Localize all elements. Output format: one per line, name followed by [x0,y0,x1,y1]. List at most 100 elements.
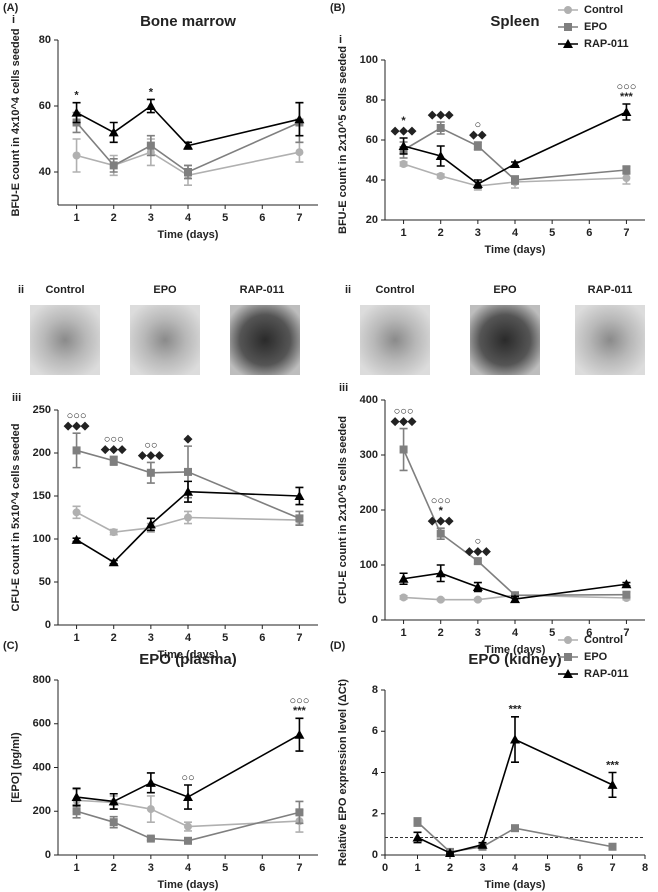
point [436,124,445,132]
point [108,796,119,806]
panel-label: (C) [3,640,19,652]
point [472,179,483,188]
x-tick-label: 4 [185,212,192,224]
point [72,508,81,517]
point [473,142,482,150]
point [608,842,617,851]
micrographs-right: ii Control EPO RAP-011 [345,284,645,375]
point [622,174,631,182]
significance-mark: ◆◆◆ [390,125,417,137]
point [511,824,519,833]
caption: Control [375,284,414,296]
point [184,513,192,522]
point [294,114,305,124]
significance-mark: *** [293,705,307,717]
x-axis-label: Time (days) [485,879,546,891]
panel-sublabel: i [339,34,342,46]
x-tick-label: 3 [475,627,481,639]
x-tick-label: 5 [222,862,228,874]
point [72,151,81,160]
caption: EPO [493,284,517,296]
significance-mark: * [149,86,154,98]
point [413,818,422,826]
x-tick-label: 5 [549,627,555,639]
x-axis-label: Time (days) [485,644,546,656]
chart-title: Spleen [490,13,539,30]
y-tick-label: 6 [372,725,378,737]
y-tick-label: 0 [372,614,378,626]
x-tick-label: 3 [148,862,154,874]
point [72,807,81,816]
x-tick-label: 7 [296,862,302,874]
x-axis-label: Time (days) [485,244,546,256]
y-tick-label: 200 [33,447,51,459]
micrograph [130,305,200,375]
point [436,172,445,180]
point [184,168,192,176]
panel-label: (D) [330,640,346,652]
series-line [403,127,627,181]
point [435,568,446,578]
y-axis-label: BFU-E count in 2x10^5 cells seeded [337,46,349,234]
point [510,159,520,168]
x-tick-label: 2 [111,862,117,874]
point [183,140,193,150]
point [472,582,483,591]
significance-mark: ◆◆◆ [137,449,164,461]
panel-label: (A) [3,2,19,14]
x-tick-label: 2 [438,627,444,639]
point [435,151,446,160]
point [563,669,573,678]
chart-panel: EPO (kidney) (D) Relative EPO expression l… [330,634,648,891]
x-tick-label: 4 [512,627,519,639]
x-tick-label: 2 [111,212,117,224]
micrographs-left: ii Control EPO RAP-011 [18,284,300,375]
x-tick-label: 7 [296,212,302,224]
x-tick-label: 7 [296,632,302,644]
point [564,23,572,31]
point [183,486,193,496]
x-tick-label: 3 [148,632,154,644]
point [399,593,408,602]
significance-mark: *** [606,759,620,771]
point [109,456,118,465]
x-tick-label: 1 [414,862,420,874]
point [72,446,81,455]
point [184,467,192,476]
point [511,176,519,184]
significance-mark: * [74,90,79,102]
y-tick-label: 400 [360,394,378,406]
y-tick-label: 50 [39,576,51,588]
point [564,636,572,644]
x-tick-label: 1 [74,862,80,874]
y-tick-label: 0 [372,849,378,861]
significance-mark: ◆◆◆ [63,420,90,432]
point [399,445,408,454]
x-tick-label: 6 [577,862,583,874]
point [607,779,618,789]
panel-sublabel: iii [339,382,348,394]
x-tick-label: 8 [642,862,648,874]
legend-label: EPO [584,21,608,33]
point [412,832,423,842]
x-tick-label: 4 [185,862,192,874]
significance-mark: ○ [475,119,482,131]
legend-label: EPO [584,651,608,663]
point [146,805,155,814]
point [71,534,82,544]
significance-mark: ○ [475,535,482,547]
y-tick-label: 800 [33,674,51,686]
significance-mark: ○○○ [394,406,414,418]
chart-title: EPO (plasma) [139,651,237,668]
y-tick-label: 40 [39,166,51,178]
point [564,653,572,661]
point [109,818,118,827]
x-tick-label: 1 [74,632,80,644]
significance-mark: *** [620,91,634,103]
significance-mark: * [439,505,444,517]
micrograph [575,305,645,375]
point [399,160,408,168]
y-tick-label: 60 [39,100,51,112]
chart-panel: Bone marrow (A)i BFU-E count in 4x10^4 cel… [3,2,318,241]
point [145,777,156,787]
